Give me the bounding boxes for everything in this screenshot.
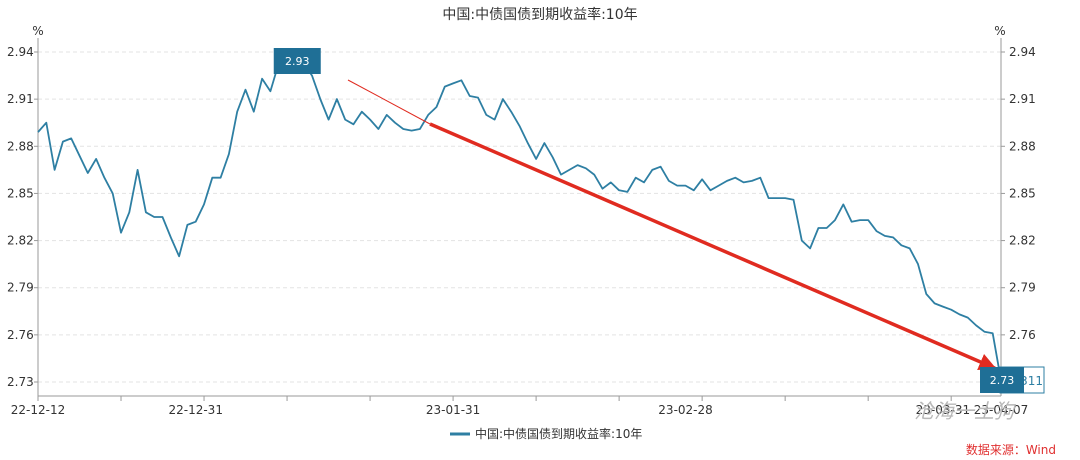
y-tick-label-right: 2.88 (1009, 139, 1036, 153)
legend[interactable]: 中国:中债国债到期收益率:10年 (450, 426, 642, 441)
annotations: 2.932.73112.73 (273, 48, 1045, 394)
y-tick-label-right: 2.85 (1009, 186, 1036, 200)
x-tick-label: 23-04-07 (974, 403, 1028, 417)
y-tick-label-left: 2.82 (7, 234, 34, 248)
left-unit-label: % (32, 24, 43, 38)
data-source: 数据来源：Wind (966, 442, 1056, 457)
y-tick-label-left: 2.91 (7, 92, 34, 106)
axes (34, 38, 1005, 401)
x-tick-label: 23-03-31 (916, 403, 970, 417)
x-tick-label: 22-12-31 (168, 403, 222, 417)
y-tick-label-right: 2.76 (1009, 328, 1036, 342)
trend-arrow-thin (347, 79, 431, 125)
y-tick-label-left: 2.73 (7, 375, 34, 389)
low-value-box (980, 367, 1024, 393)
x-tick-label: 23-01-31 (426, 403, 480, 417)
y-tick-label-right: 2.94 (1009, 45, 1036, 59)
x-tick-label: 23-02-28 (658, 403, 712, 417)
y-tick-label-left: 2.88 (7, 139, 34, 153)
legend-label: 中国:中债国债到期收益率:10年 (475, 426, 642, 441)
y-tick-label-right: 2.91 (1009, 92, 1036, 106)
y-tick-label-left: 2.85 (7, 186, 34, 200)
y-tick-label-left: 2.76 (7, 328, 34, 342)
tick-labels: 2.94 2.94 2.91 2.91 2.88 2.88 2.85 2.85 2.82 2.82… (7, 45, 1036, 417)
x-tick-label: 22-12-12 (11, 403, 65, 417)
high-value-box (273, 48, 321, 74)
high-value-label: 2.93 (285, 55, 310, 68)
series-layer (37, 62, 1002, 381)
trend-arrow (429, 122, 997, 371)
series-line (37, 62, 1002, 381)
right-unit-label: % (994, 24, 1005, 38)
y-tick-label-right: 2.79 (1009, 281, 1036, 295)
y-tick-label-right: 2.82 (1009, 234, 1036, 248)
watermark-text: 沧海一土狗 (914, 399, 1017, 423)
gridlines (38, 51, 1001, 383)
low-value-label: 2.73 (990, 374, 1015, 387)
chart-title: 中国:中债国债到期收益率:10年 (442, 6, 637, 23)
y-tick-label-left: 2.79 (7, 281, 34, 295)
y-tick-label-left: 2.94 (7, 45, 34, 59)
